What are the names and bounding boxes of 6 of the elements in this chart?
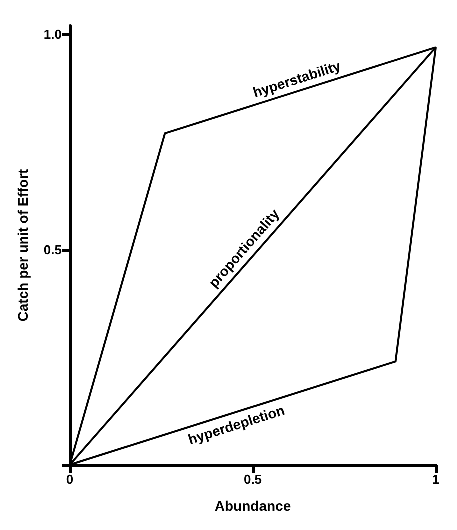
y-tick-label: 1.0 xyxy=(44,27,62,42)
x-tick-label: 0.5 xyxy=(244,472,262,487)
x-tick-label: 0 xyxy=(66,472,74,487)
x-axis-title: Abundance xyxy=(214,498,292,514)
y-axis-title: Catch per unit of Effort xyxy=(15,168,31,322)
x-tick-label: 1 xyxy=(432,472,440,487)
